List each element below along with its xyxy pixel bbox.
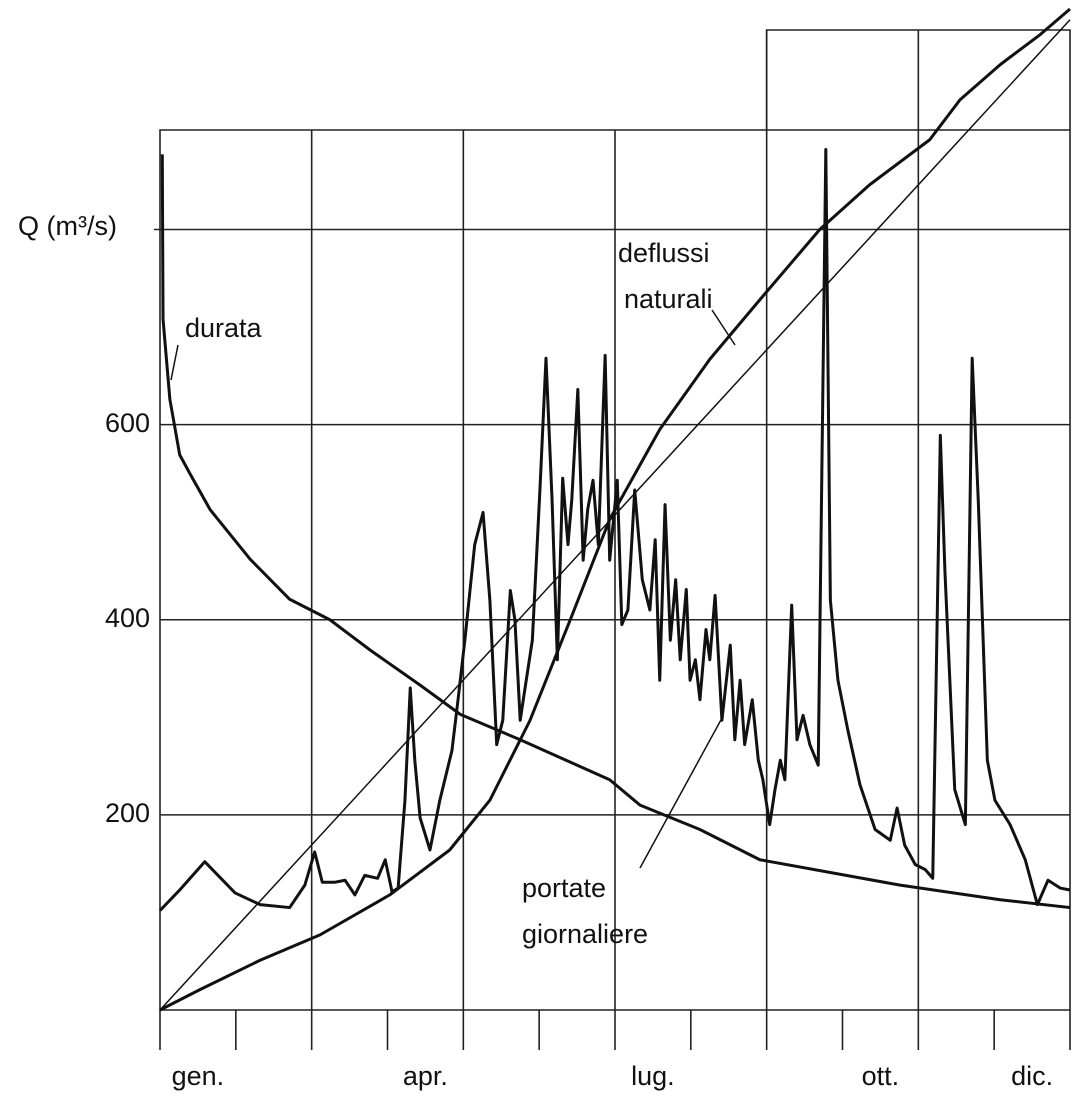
y-tick-label: 400 — [105, 603, 150, 633]
y-tick-label: 600 — [105, 408, 150, 438]
leader-line — [711, 309, 736, 346]
leader-line — [170, 344, 179, 381]
series-annotation: durata — [185, 313, 263, 343]
series-annotation: deflussi naturali — [618, 238, 713, 314]
series-line — [159, 7, 1071, 1012]
leader-line — [639, 717, 723, 869]
x-tick-label: lug. — [631, 1061, 675, 1091]
x-tick-label: apr. — [403, 1061, 448, 1091]
series-line — [158, 148, 1071, 912]
series-line — [160, 154, 1071, 910]
x-tick-label: dic. — [1011, 1061, 1053, 1091]
series-annotation: portate giornaliere — [522, 873, 648, 949]
y-axis-label: Q (m³/s) — [18, 211, 117, 241]
y-tick-label: 200 — [105, 798, 150, 828]
x-tick-label: gen. — [172, 1061, 225, 1091]
x-tick-label: ott. — [862, 1061, 900, 1091]
